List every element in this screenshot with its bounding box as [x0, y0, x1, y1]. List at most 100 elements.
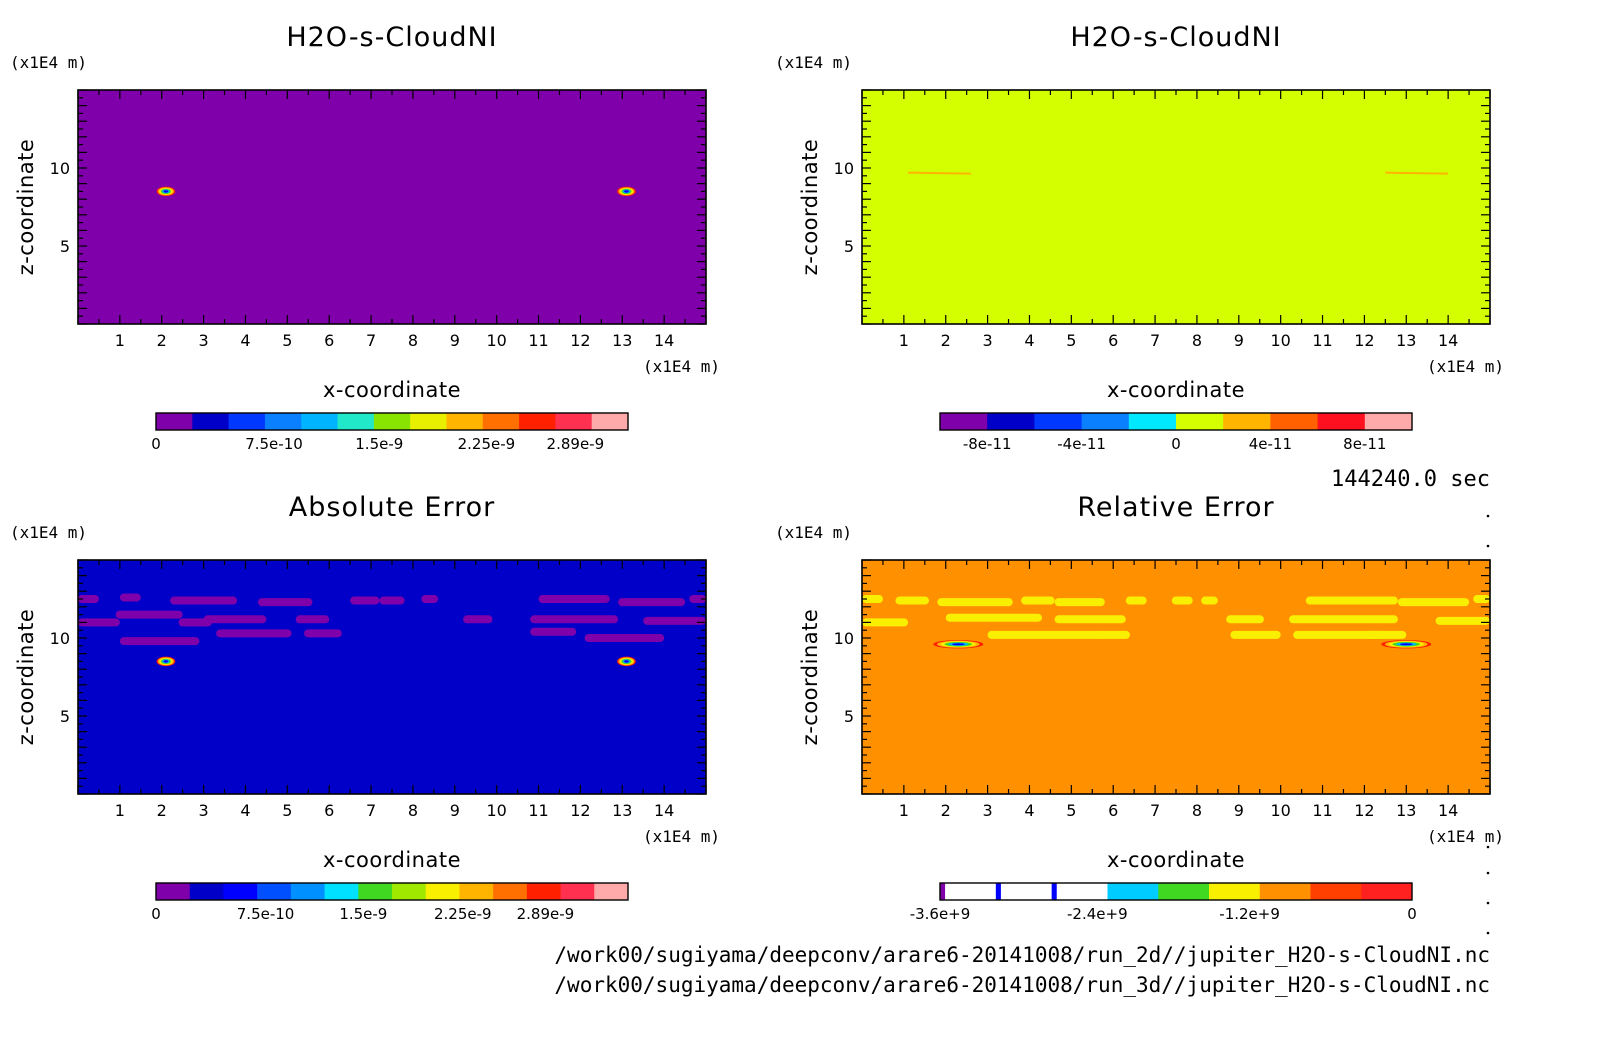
colorbar-segment	[1128, 413, 1177, 430]
colorbar-segment	[1259, 883, 1311, 900]
x-tick-label: 7	[366, 801, 376, 820]
contour-patch	[862, 595, 883, 603]
colorbar-tick-label: 7.5e-10	[237, 905, 295, 923]
colorbar-frame	[939, 882, 1413, 901]
x-axis-unit: (x1E4 m)	[1427, 827, 1504, 846]
x-tick-label: 1	[115, 801, 125, 820]
heatmap-field	[78, 90, 706, 324]
x-tick-label: 8	[408, 331, 418, 350]
contour-patch	[1125, 596, 1147, 605]
x-tick-label: 13	[612, 801, 632, 820]
x-tick-label: 2	[941, 331, 951, 350]
chart-title: Relative Error	[1077, 492, 1274, 523]
colorbar-segment	[156, 883, 191, 900]
colorbar-segment	[425, 883, 460, 900]
dot	[1486, 931, 1490, 935]
y-tick-label: 5	[844, 237, 854, 256]
x-axis-unit: (x1E4 m)	[1427, 357, 1504, 376]
contour-blob	[1400, 643, 1413, 646]
contour-patch	[258, 598, 313, 607]
contour-patch	[1364, 630, 1407, 639]
contour-patch	[538, 595, 610, 603]
colorbar-segment	[392, 883, 427, 900]
y-axis-unit: (x1E4 m)	[775, 53, 852, 72]
x-tick-label: 14	[1438, 331, 1458, 350]
x-tick-label: 10	[1270, 801, 1290, 820]
chart-title: H2O-s-CloudNI	[286, 22, 497, 53]
y-tick-label: 5	[60, 237, 70, 256]
x-tick-label: 12	[570, 801, 590, 820]
x-tick-label: 14	[654, 801, 674, 820]
x-tick-label: 9	[1234, 331, 1244, 350]
y-axis-unit: (x1E4 m)	[10, 523, 87, 542]
contour-patch	[216, 629, 292, 638]
x-tick-label: 1	[899, 801, 909, 820]
colorbar-segment	[264, 413, 302, 430]
contour-patch	[689, 595, 706, 603]
x-tick-label: 2	[157, 331, 167, 350]
x-tick-label: 14	[654, 331, 674, 350]
contour-patch	[1289, 615, 1398, 624]
contour-patch	[1230, 630, 1281, 639]
colorbar-segment	[1317, 413, 1366, 430]
contour-patch	[350, 596, 380, 605]
contour-patch	[1201, 596, 1218, 605]
x-tick-label: 13	[1396, 801, 1416, 820]
x-tick-label: 6	[1108, 801, 1118, 820]
x-tick-label: 7	[1150, 801, 1160, 820]
x-tick-label: 7	[366, 331, 376, 350]
contour-patch	[1226, 615, 1264, 624]
colorbar-segment	[257, 883, 292, 900]
x-tick-label: 14	[1438, 801, 1458, 820]
colorbar-segment	[459, 883, 494, 900]
contour-patch	[178, 618, 212, 627]
colorbar-segment	[228, 413, 266, 430]
contour-patch	[937, 598, 1013, 607]
colorbar-frame	[939, 412, 1413, 431]
dot	[1486, 544, 1490, 548]
contour-patch	[1021, 596, 1055, 605]
colorbar-segment	[1310, 883, 1362, 900]
contour-patch	[421, 595, 439, 603]
colorbar-tick-label: 8e-11	[1343, 435, 1386, 453]
contour-patch	[1096, 630, 1130, 639]
contour-patch	[862, 618, 909, 627]
colorbar-tick-label: -3.6e+9	[910, 905, 971, 923]
colorbar-tick-label: 2.25e-9	[458, 435, 516, 453]
colorbar-tick-label: 4e-11	[1249, 435, 1292, 453]
x-tick-label: 11	[528, 801, 548, 820]
x-tick-label: 3	[199, 801, 209, 820]
y-axis-unit: (x1E4 m)	[775, 523, 852, 542]
colorbar-segment	[1051, 883, 1058, 900]
y-tick-label: 10	[834, 629, 854, 648]
colorbar-tick-label: 7.5e-10	[245, 435, 303, 453]
file-path-3d: /work00/sugiyama/deepconv/arare6-2014100…	[554, 973, 1490, 997]
colorbar-segment	[301, 413, 339, 430]
dot	[1486, 901, 1490, 905]
x-tick-label: 5	[282, 331, 292, 350]
colorbar-segment	[324, 883, 359, 900]
y-axis-unit: (x1E4 m)	[10, 53, 87, 72]
contour-patch	[1397, 598, 1470, 607]
colorbar-segment	[1223, 413, 1271, 430]
colorbar-tick-label: 0	[151, 905, 161, 923]
contour-patch	[379, 596, 405, 605]
y-axis-label: z-coordinate	[14, 609, 38, 746]
contour-streak	[1385, 171, 1449, 175]
colorbar-segment	[1034, 413, 1083, 430]
contour-blob	[952, 643, 965, 646]
dot	[1486, 871, 1490, 875]
colorbar-tick-label: 1.5e-9	[355, 435, 403, 453]
colorbar-tick-label: 1.5e-9	[339, 905, 387, 923]
colorbar-segment	[995, 883, 1002, 900]
x-axis-label: x-coordinate	[1107, 848, 1245, 872]
contour-patch	[1171, 596, 1193, 605]
contour-patch	[115, 610, 183, 619]
contour-streak	[908, 171, 971, 175]
colorbar-segment	[940, 413, 988, 430]
colorbar-segment	[1361, 883, 1413, 900]
y-axis-label: z-coordinate	[798, 139, 822, 276]
dot	[1486, 845, 1490, 849]
colorbar-segment	[560, 883, 595, 900]
